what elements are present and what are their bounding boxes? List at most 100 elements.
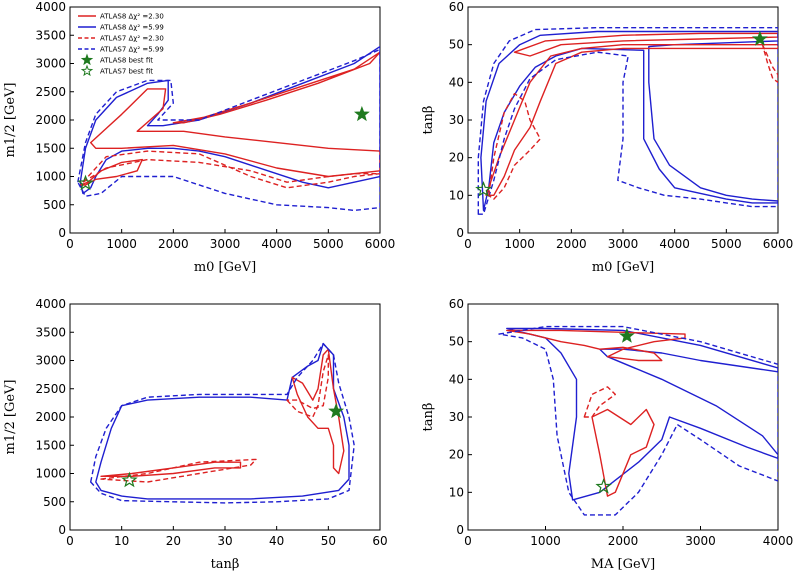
y-tick-label: 30 <box>449 410 464 424</box>
x-tick-label: 0 <box>464 237 472 251</box>
x-tick-label: 3000 <box>608 237 639 251</box>
x-tick-label: 6000 <box>763 237 794 251</box>
x-tick-label: 60 <box>372 534 387 548</box>
contour-atlas8-1 <box>100 461 242 477</box>
contour-atlas7-4 <box>583 386 616 418</box>
y-axis-label: tanβ <box>421 106 436 135</box>
legend-filled-star-icon <box>80 53 94 66</box>
legend-label-atlas7-bestfit: ATLAS7 best fit <box>100 68 153 76</box>
y-axis-label: tanβ <box>421 403 436 432</box>
contour-atlas8-2 <box>291 348 345 475</box>
x-axis-label: m0 [GeV] <box>592 260 654 275</box>
x-tick-label: 50 <box>321 534 336 548</box>
x-tick-label: 4000 <box>763 534 794 548</box>
x-tick-label: 2000 <box>158 237 189 251</box>
y-tick-label: 4000 <box>35 297 66 311</box>
y-tick-label: 40 <box>449 372 464 386</box>
contour-atlas8-1 <box>506 329 686 362</box>
x-tick-label: 1000 <box>504 237 535 251</box>
atlas7-bestfit-star-icon <box>595 478 612 494</box>
x-tick-label: 20 <box>166 534 181 548</box>
legend-label-atlas8-bestfit: ATLAS8 best fit <box>100 57 153 65</box>
y-tick-label: 10 <box>449 188 464 202</box>
legend-label-atlas8-599: ATLAS8 Δχ² =5.99 <box>100 24 164 32</box>
y-tick-label: 3500 <box>35 28 66 42</box>
y-tick-label: 3000 <box>35 57 66 71</box>
contour-atlas7-3 <box>90 342 355 504</box>
x-tick-label: 5000 <box>711 237 742 251</box>
y-tick-label: 2500 <box>35 382 66 396</box>
y-tick-label: 1000 <box>35 467 66 481</box>
contour-atlas7-4 <box>488 92 541 200</box>
y-tick-label: 60 <box>449 0 464 14</box>
legend: ATLAS8 Δχ² =2.30 ATLAS8 Δχ² =5.99 ATLAS7… <box>78 13 164 77</box>
y-axis-label: m1/2 [GeV] <box>3 380 18 455</box>
atlas7-bestfit-star-icon <box>475 180 492 197</box>
y-tick-label: 40 <box>449 75 464 89</box>
x-axis-label: tanβ <box>211 557 240 572</box>
atlas7-bestfit-star-icon <box>121 471 138 488</box>
y-tick-label: 1000 <box>35 170 66 184</box>
y-tick-label: 0 <box>58 226 66 240</box>
legend-open-star-icon <box>80 64 94 77</box>
legend-label-atlas7-230: ATLAS7 Δχ² =2.30 <box>100 35 164 43</box>
x-axis-label: m0 [GeV] <box>194 260 256 275</box>
y-tick-label: 500 <box>43 198 66 212</box>
x-tick-label: 0 <box>66 534 74 548</box>
y-axis-label: m1/2 [GeV] <box>3 83 18 158</box>
atlas7-bestfit-star-icon <box>77 174 94 191</box>
contour-atlas7-3 <box>498 325 778 516</box>
x-axis-label: MA [GeV] <box>591 557 655 572</box>
x-tick-label: 10 <box>114 534 129 548</box>
atlas8-bestfit-star-icon <box>328 403 345 419</box>
y-tick-label: 1500 <box>35 438 66 452</box>
x-tick-label: 1000 <box>106 237 137 251</box>
plot-frame <box>467 303 779 531</box>
y-tick-label: 0 <box>456 226 464 240</box>
atlas8-bestfit-star-icon <box>751 30 768 46</box>
x-tick-label: 40 <box>269 534 284 548</box>
x-tick-label: 5000 <box>313 237 344 251</box>
y-tick-label: 20 <box>449 151 464 165</box>
panel-MA-tanb: 0 1000 2000 3000 4000 0 10 20 30 40 50 60 MA [GeV]… <box>421 297 793 572</box>
contour-atlas8-2 <box>591 408 655 497</box>
contour-atlas7-3 <box>477 27 778 215</box>
atlas8-bestfit-star-icon <box>618 327 635 343</box>
legend-label-atlas7-599: ATLAS7 Δχ² =5.99 <box>100 46 164 54</box>
contour-atlas8-2 <box>513 32 778 57</box>
x-tick-label: 0 <box>66 237 74 251</box>
x-tick-label: 30 <box>217 534 232 548</box>
contour-atlas7-4 <box>100 458 257 483</box>
legend-label-atlas8-230: ATLAS8 Δχ² =2.30 <box>100 13 164 21</box>
y-tick-label: 10 <box>449 485 464 499</box>
contour-atlas8-3 <box>172 51 380 124</box>
x-tick-label: 4000 <box>261 237 292 251</box>
x-tick-label: 1000 <box>530 534 561 548</box>
y-tick-label: 3500 <box>35 325 66 339</box>
contour-atlas7-5 <box>286 354 329 418</box>
contour-atlas8-1 <box>485 44 778 196</box>
y-tick-label: 60 <box>449 297 464 311</box>
panel-m0-m12: 0 1000 2000 3000 4000 5000 6000 0 500 1000 1500 20… <box>3 0 395 275</box>
y-tick-label: 0 <box>58 523 66 537</box>
x-tick-label: 0 <box>464 534 472 548</box>
contour-atlas8-1 <box>90 88 380 178</box>
y-tick-label: 1500 <box>35 141 66 155</box>
y-tick-label: 3000 <box>35 354 66 368</box>
y-tick-label: 2000 <box>35 410 66 424</box>
x-tick-label: 3000 <box>210 237 241 251</box>
y-tick-label: 30 <box>449 113 464 127</box>
y-tick-label: 4000 <box>35 0 66 14</box>
x-tick-label: 6000 <box>365 237 396 251</box>
x-tick-label: 2000 <box>556 237 587 251</box>
plot-frame <box>69 6 381 234</box>
y-tick-label: 2000 <box>35 113 66 127</box>
panel-m0-tanb: 0 1000 2000 3000 4000 5000 6000 0102030405060 … <box>421 0 793 275</box>
y-tick-label: 0 <box>456 523 464 537</box>
y-tick-label: 50 <box>449 38 464 52</box>
y-tick-label: 50 <box>449 335 464 349</box>
x-tick-label: 3000 <box>685 534 716 548</box>
y-tick-label: 500 <box>43 495 66 509</box>
y-tick-label: 2500 <box>35 85 66 99</box>
